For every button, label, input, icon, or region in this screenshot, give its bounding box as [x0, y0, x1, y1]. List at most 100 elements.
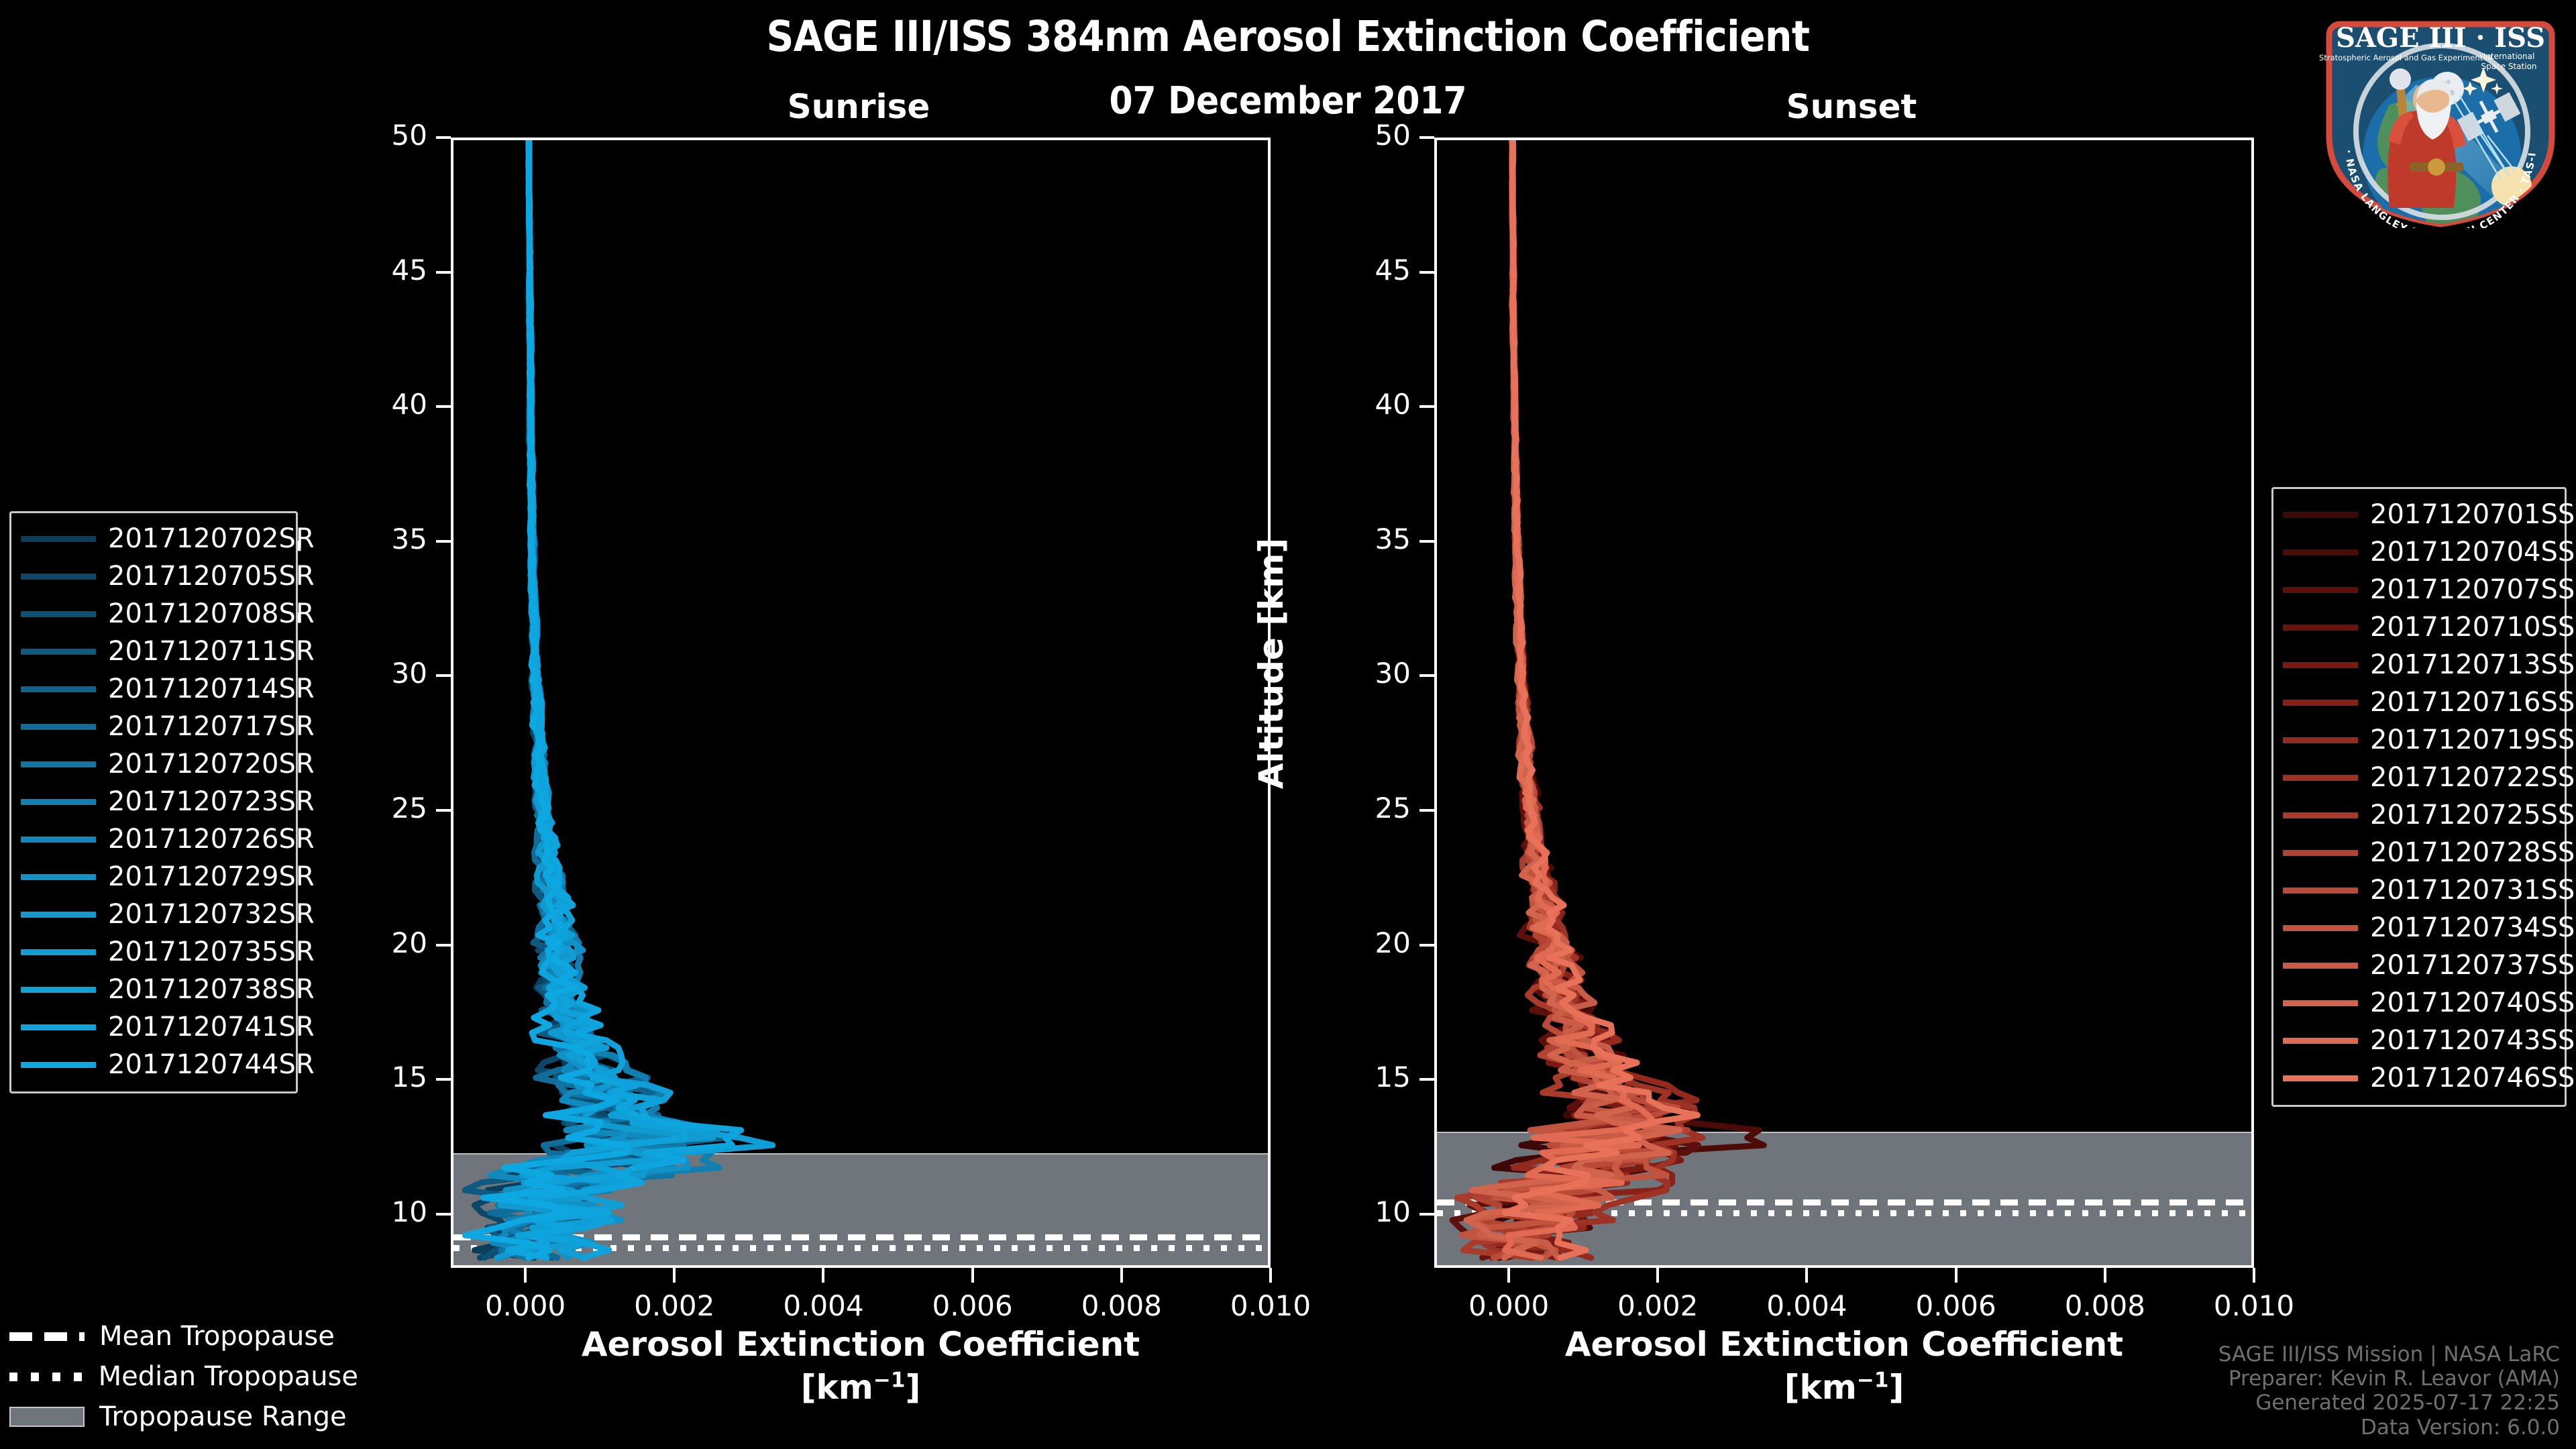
gray-swatch-icon	[9, 1407, 85, 1427]
legend-sunset[interactable]: 2017120701SS 2017120704SS 2017120707SS 2017…	[2271, 487, 2575, 1107]
legend-item-label: 2017120719SS	[2370, 724, 2575, 755]
legend-item[interactable]: 2017120704SS	[2283, 533, 2575, 571]
legend-item[interactable]: 2017120737SS	[2283, 947, 2575, 984]
y-axis-tick-label: 40	[1375, 388, 1411, 421]
legend-item[interactable]: 2017120732SR	[21, 896, 315, 933]
mean-tropopause-line-sunrise	[453, 1234, 1268, 1240]
y-axis-tick-label: 10	[391, 1195, 427, 1228]
y-axis-tick-label: 25	[391, 791, 427, 824]
legend-item[interactable]: 2017120743SS	[2283, 1022, 2575, 1059]
legend-item-label: 2017120729SR	[108, 861, 315, 892]
legend-item[interactable]: 2017120740SS	[2283, 984, 2575, 1022]
y-axis-tick	[436, 405, 451, 409]
legend-color-swatch	[2283, 699, 2358, 706]
legend-color-swatch	[21, 761, 96, 767]
x-axis-tick	[2103, 1268, 2106, 1283]
legend-item[interactable]: 2017120710SS	[2283, 608, 2575, 646]
y-axis-tick-label: 10	[1375, 1195, 1411, 1228]
y-axis-tick	[1419, 808, 1434, 812]
dotted-line-icon	[9, 1372, 84, 1381]
legend-color-swatch	[21, 1024, 96, 1030]
legend-tropopause: Mean Tropopause Median Tropopause Tropop…	[9, 1316, 358, 1437]
x-axis-tick-label: 0.010	[2213, 1289, 2295, 1322]
legend-item-label: 2017120728SS	[2370, 837, 2575, 868]
legend-item-label: 2017120740SS	[2370, 987, 2575, 1018]
x-axis-label-text: Aerosol Extinction Coefficient	[581, 1325, 1140, 1364]
x-axis-tick	[1269, 1268, 1272, 1283]
svg-text:International: International	[2483, 52, 2535, 61]
credits-block: SAGE III/ISS Mission | NASA LaRC Prepare…	[2218, 1342, 2560, 1440]
legend-item[interactable]: 2017120708SR	[21, 595, 315, 633]
y-axis-tick-label: 50	[1375, 119, 1411, 152]
legend-item[interactable]: 2017120744SR	[21, 1046, 315, 1083]
legend-item-label: 2017120707SS	[2370, 574, 2575, 605]
legend-item[interactable]: 2017120707SS	[2283, 571, 2575, 608]
legend-color-swatch	[21, 986, 96, 993]
legend-color-swatch	[21, 610, 96, 617]
legend-item-label: 2017120713SS	[2370, 649, 2575, 680]
x-axis-tick-label: 0.000	[1468, 1289, 1550, 1322]
y-axis-tick-label: 30	[1375, 657, 1411, 690]
y-axis-tick-label: 35	[1375, 522, 1411, 555]
legend-item[interactable]: 2017120734SS	[2283, 909, 2575, 947]
x-axis-tick-label: 0.008	[1081, 1289, 1162, 1322]
legend-color-swatch	[21, 836, 96, 843]
legend-item-label: 2017120704SS	[2370, 537, 2575, 568]
legend-item[interactable]: 2017120701SS	[2283, 496, 2575, 533]
y-axis-tick	[1419, 270, 1434, 274]
legend-item[interactable]: 2017120738SR	[21, 971, 315, 1008]
legend-color-swatch	[2283, 549, 2358, 555]
legend-item-label: 2017120723SR	[108, 786, 315, 817]
x-axis-label-text: Aerosol Extinction Coefficient	[1564, 1325, 2124, 1364]
x-axis-tick	[822, 1268, 825, 1283]
y-axis-tick	[1419, 1212, 1434, 1216]
legend-item-label: 2017120708SR	[108, 598, 315, 629]
y-axis-tick-label: 20	[391, 926, 427, 959]
credits-line-generated: Generated 2025-07-17 22:25	[2255, 1391, 2560, 1415]
legend-item[interactable]: 2017120725SS	[2283, 796, 2575, 834]
y-axis-tick	[436, 136, 451, 139]
legend-color-swatch	[2283, 586, 2358, 593]
y-axis-tick	[1419, 674, 1434, 678]
legend-item[interactable]: 2017120719SS	[2283, 721, 2575, 759]
legend-item[interactable]: 2017120723SR	[21, 783, 315, 820]
legend-item[interactable]: 2017120711SR	[21, 633, 315, 670]
legend-color-swatch	[21, 873, 96, 880]
y-axis-tick-label: 30	[391, 657, 427, 690]
x-axis-tick	[1954, 1268, 1957, 1283]
legend-item[interactable]: 2017120713SS	[2283, 646, 2575, 684]
x-axis-tick-label: 0.008	[2064, 1289, 2145, 1322]
x-axis-tick	[1507, 1268, 1511, 1283]
legend-item[interactable]: 2017120741SR	[21, 1008, 315, 1046]
credits-line-version: Data Version: 6.0.0	[2360, 1415, 2560, 1440]
legend-color-swatch	[2283, 511, 2358, 518]
legend-item[interactable]: 2017120735SR	[21, 933, 315, 971]
y-axis-tick	[436, 674, 451, 678]
legend-sunrise[interactable]: 2017120702SR 2017120705SR 2017120708SR 2017…	[9, 511, 315, 1093]
legend-item[interactable]: 2017120714SR	[21, 670, 315, 708]
y-axis-tick-label: 35	[391, 522, 427, 555]
legend-item-label: 2017120725SS	[2370, 800, 2575, 830]
legend-item-label: 2017120731SS	[2370, 875, 2575, 906]
profile-lines-sunset	[1437, 140, 2251, 1265]
legend-item[interactable]: 2017120722SS	[2283, 759, 2575, 796]
legend-item[interactable]: 2017120705SR	[21, 557, 315, 595]
legend-item[interactable]: 2017120720SR	[21, 745, 315, 783]
y-axis-tick	[1419, 943, 1434, 947]
y-axis-tick	[436, 808, 451, 812]
legend-item[interactable]: 2017120702SR	[21, 520, 315, 557]
legend-color-swatch	[2283, 661, 2358, 668]
y-axis-tick	[1419, 405, 1434, 409]
legend-item[interactable]: 2017120728SS	[2283, 834, 2575, 871]
legend-item[interactable]: 2017120726SR	[21, 820, 315, 858]
y-axis-tick	[436, 943, 451, 947]
legend-item[interactable]: 2017120746SS	[2283, 1059, 2575, 1097]
x-axis-tick	[1120, 1268, 1123, 1283]
legend-item[interactable]: 2017120717SR	[21, 708, 315, 745]
legend-item[interactable]: 2017120729SR	[21, 858, 315, 896]
legend-item[interactable]: 2017120731SS	[2283, 871, 2575, 909]
legend-item[interactable]: 2017120716SS	[2283, 684, 2575, 721]
y-axis-tick-label: 25	[1375, 791, 1411, 824]
page-title: SAGE III/ISS 384nm Aerosol Extinction Co…	[766, 12, 1810, 61]
legend-label-median: Median Tropopause	[98, 1361, 358, 1392]
